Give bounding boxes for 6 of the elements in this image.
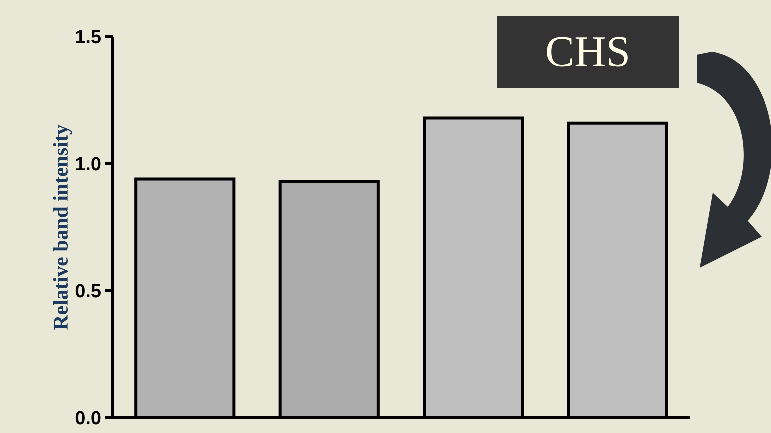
y-tick-label: 0.0 — [76, 411, 101, 425]
chart-title: CHS — [547, 37, 628, 67]
y-tick-label: 0.5 — [76, 284, 101, 298]
y-axis-title: Relative band intensity — [53, 124, 72, 330]
y-tick-label: 1.0 — [76, 157, 101, 171]
y-tick-label: 1.5 — [76, 30, 101, 44]
